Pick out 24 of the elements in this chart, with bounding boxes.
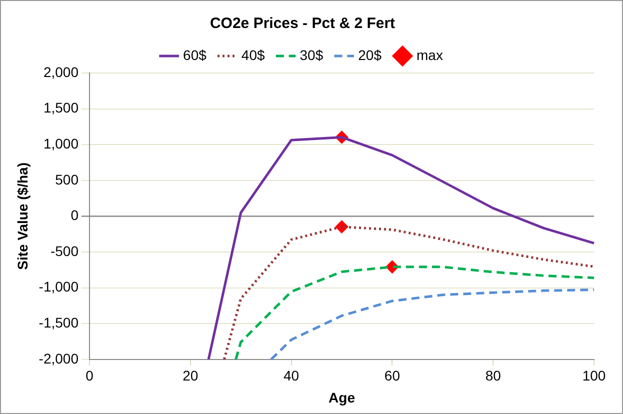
- legend-label: 60$: [183, 46, 207, 63]
- legend-label: 30$: [300, 46, 324, 63]
- x-tick-label: 100: [582, 368, 606, 384]
- y-tick-label: -1,500: [38, 314, 79, 330]
- y-tick-label: 1,500: [43, 100, 79, 116]
- legend-label: 40$: [241, 46, 265, 63]
- y-tick-label: -2,000: [38, 350, 79, 366]
- line-series: [270, 288, 596, 361]
- y-tick-label: 0: [70, 207, 79, 224]
- y-axis-title: Site Value ($/ha): [14, 162, 30, 270]
- legend-label: 20$: [358, 46, 382, 63]
- y-tick-label: -1,000: [38, 278, 79, 295]
- x-tick-label: 80: [485, 368, 502, 384]
- x-axis-title: Age: [328, 389, 356, 406]
- legend-label: max: [416, 46, 443, 63]
- y-tick-label: -500: [50, 242, 79, 259]
- y-tick-label: 1,000: [43, 135, 79, 152]
- x-tick-label: 20: [182, 368, 198, 384]
- y-tick-label: 500: [55, 171, 79, 188]
- x-tick-label: 60: [384, 368, 400, 384]
- x-tick-label: 0: [86, 368, 94, 384]
- y-tick-label: 2,000: [43, 64, 79, 80]
- chart-title: CO2e Prices - Pct & 2 Fert: [210, 15, 396, 32]
- x-tick-label: 40: [284, 368, 300, 384]
